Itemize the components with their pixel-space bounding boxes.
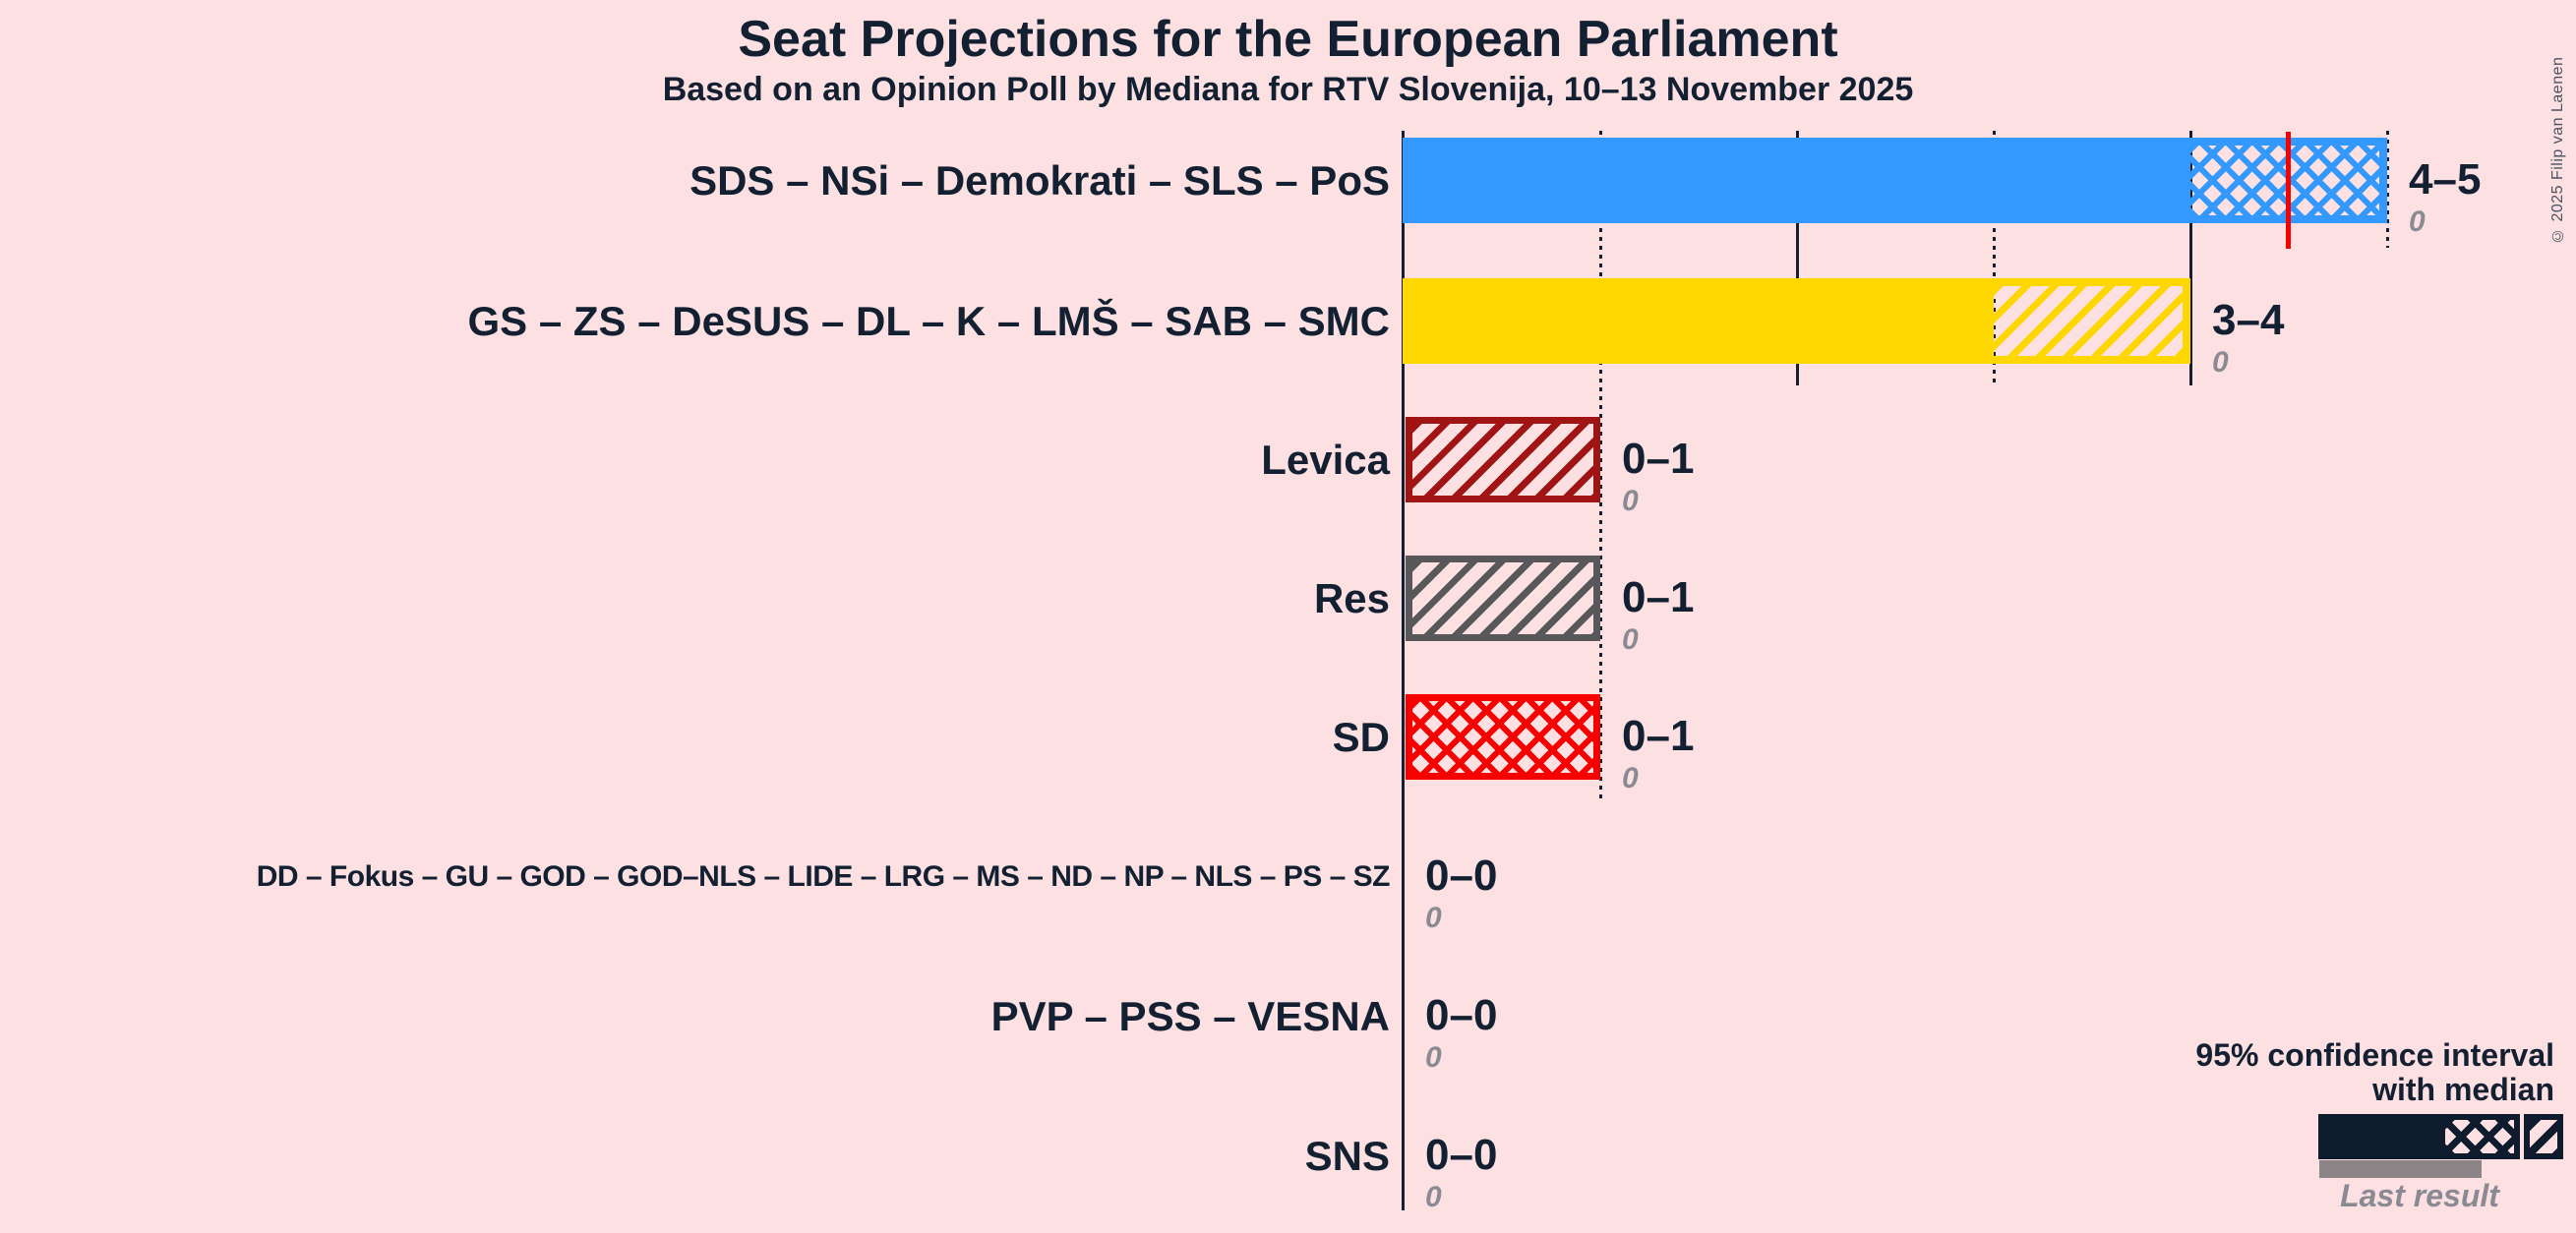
value-label: 3–4	[2212, 296, 2285, 344]
annotation-row-8: 0–0 0	[1425, 1133, 1497, 1217]
annotation-row-7: 0–0 0	[1425, 993, 1497, 1078]
row-label-dd-coalition: SD	[1332, 713, 1390, 760]
last-result-value: 0	[1425, 1041, 1442, 1074]
gridline-1	[1599, 131, 1602, 798]
bar-sd-confidence-interval	[1406, 694, 1600, 780]
bar-res-confidence-interval	[1406, 556, 1600, 641]
value-label: 0–0	[1425, 991, 1498, 1039]
value-label: 4–5	[2409, 155, 2482, 204]
legend-crosshatch-segment	[2439, 1114, 2520, 1159]
row-label-levica: Levica	[1261, 436, 1390, 483]
gridline-3	[1993, 131, 1996, 385]
value-label: 0–0	[1425, 1131, 1498, 1179]
row-label-sns: SNS	[1304, 1132, 1390, 1179]
legend-caption-line1: 95% confidence interval	[2195, 1037, 2554, 1073]
annotation-row-5: 0–1 0	[1622, 714, 1694, 798]
last-result-value: 0	[1622, 485, 1639, 517]
row-label-pvp-coalition: PVP – PSS – VESNA	[990, 992, 1390, 1039]
chart-subtitle: Based on an Opinion Poll by Mediana for …	[662, 71, 1914, 108]
bar-gs-confidence-interval	[1994, 278, 2190, 364]
last-result-value: 0	[2212, 346, 2229, 379]
annotation-row-6: 0–0 0	[1425, 853, 1497, 938]
annotation-row-3: 0–1 0	[1622, 437, 1694, 521]
bar-levica-confidence-interval	[1406, 417, 1600, 502]
annotation-row-1: 4–5 0	[2409, 157, 2481, 242]
chart-title: Seat Projections for the European Parlia…	[738, 11, 1838, 68]
gridline-4	[2189, 131, 2192, 385]
legend-last-result-bar	[2319, 1160, 2482, 1178]
bar-gs-solid	[1403, 278, 1994, 364]
gridline-0	[1402, 131, 1405, 1210]
legend-caption: 95% confidence interval with median	[2195, 1038, 2554, 1107]
copyright-note: © 2025 Filip van Laenen	[2549, 56, 2566, 244]
row-label-gs-coalition: GS – ZS – DeSUS – DL – K – LMŠ – SAB – S…	[467, 297, 1391, 344]
value-label: 0–0	[1425, 851, 1498, 900]
row-label-res: Res	[1313, 574, 1390, 621]
legend-diagonal-segment	[2524, 1114, 2563, 1159]
annotation-row-4: 0–1 0	[1622, 575, 1694, 660]
value-label: 0–1	[1622, 435, 1695, 483]
legend-sample-bar	[2318, 1114, 2563, 1159]
gridline-5	[2386, 131, 2389, 248]
gridline-2	[1796, 131, 1799, 385]
row-label-sds-coalition: SDS – NSi – Demokrati – SLS – PoS	[689, 156, 1390, 204]
value-label: 0–1	[1622, 573, 1695, 621]
bar-sds-solid	[1403, 138, 2190, 223]
value-label: 0–1	[1622, 712, 1695, 760]
last-result-value: 0	[1425, 902, 1442, 934]
last-result-value: 0	[2409, 206, 2426, 238]
legend-last-result-label: Last result	[2340, 1178, 2499, 1213]
last-result-value: 0	[1622, 623, 1639, 656]
sds-median-line	[2286, 132, 2291, 249]
last-result-value: 0	[1622, 762, 1639, 794]
legend-solid-segment	[2318, 1114, 2439, 1159]
legend-caption-line2: with median	[2372, 1072, 2554, 1107]
annotation-row-2: 3–4 0	[2212, 298, 2284, 382]
row-label-dd-fokus-group: DD – Fokus – GU – GOD – GOD–NLS – LIDE –…	[256, 859, 1391, 893]
last-result-value: 0	[1425, 1181, 1442, 1213]
